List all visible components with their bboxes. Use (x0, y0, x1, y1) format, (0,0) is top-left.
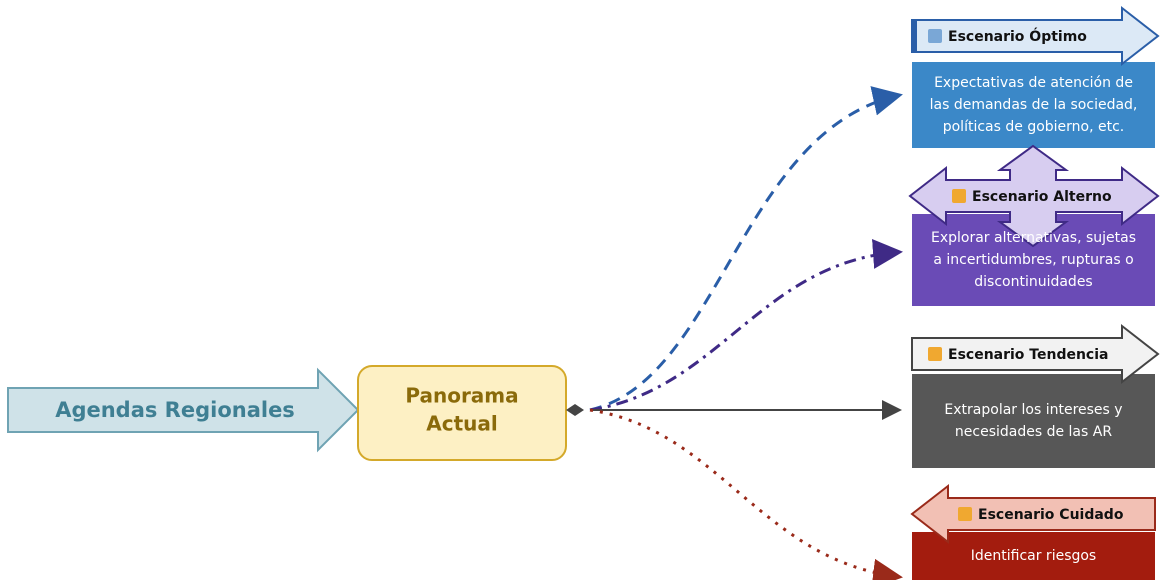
scenario-text: políticas de gobierno, etc. (943, 119, 1125, 135)
scenario-box (912, 62, 1155, 148)
scenario-icon (928, 347, 942, 361)
scenario-title: Escenario Óptimo (948, 27, 1087, 45)
center-box (357, 365, 567, 461)
scenario-icon (958, 507, 972, 521)
center-label: Panorama (405, 384, 518, 408)
scenario-text: Extrapolar los intereses y (944, 402, 1122, 418)
scenario-box (912, 374, 1155, 468)
scenario-header (908, 144, 1160, 248)
center-label: Actual (426, 412, 497, 436)
scenario-text: Identificar riesgos (971, 548, 1096, 564)
connector-origin (566, 404, 584, 416)
scenario-icon (928, 29, 942, 43)
input-label: Agendas Regionales (55, 398, 295, 422)
connector (589, 86, 903, 412)
connector (589, 408, 903, 580)
scenario-box (912, 532, 1155, 580)
scenario-header (911, 5, 1160, 67)
scenario-text: las demandas de la sociedad, (930, 97, 1138, 113)
scenario-header (911, 323, 1160, 385)
scenario-header (910, 483, 1156, 545)
scenario-text: necesidades de las AR (955, 424, 1112, 440)
header-bar (912, 20, 917, 52)
scenario-text: Expectativas de atención de (934, 75, 1133, 91)
scenario-text: a incertidumbres, rupturas o (933, 252, 1133, 268)
scenario-title: Escenario Tendencia (948, 347, 1108, 363)
scenario-text: Explorar alternativas, sujetas (931, 230, 1136, 246)
scenario-title: Escenario Alterno (972, 189, 1112, 205)
scenario-text: discontinuidades (974, 274, 1092, 290)
scenario-icon (952, 189, 966, 203)
connector (589, 238, 903, 412)
input-arrow (7, 367, 360, 453)
scenario-title: Escenario Cuidado (978, 507, 1124, 523)
